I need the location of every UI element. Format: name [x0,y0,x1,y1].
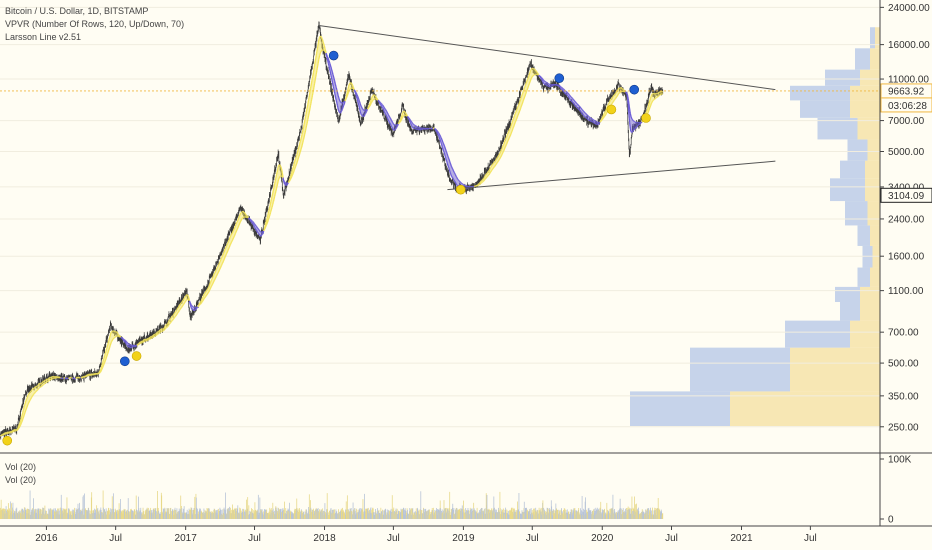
vpvr-down-bar [870,267,880,287]
vpvr-up-bar [870,27,875,49]
vpvr-down-bar [875,27,880,49]
vpvr-down-bar [857,117,880,140]
vpvr-up-bar [835,286,860,302]
vpvr-up-bar [857,225,870,246]
vpvr-up-bar [790,85,850,101]
vpvr-up-bar [785,320,850,348]
volume-profile [630,27,880,426]
vpvr-up-bar [630,391,730,426]
vpvr-up-bar [825,69,860,86]
vpvr-down-bar [870,225,880,246]
vpvr-up-bar [862,245,873,268]
vpvr-up-bar [857,267,870,287]
vpvr-up-bar [817,117,858,140]
vpvr-up-bar [840,160,865,179]
vpvr-down-bar [865,178,880,202]
vpvr-down-bar [870,48,880,70]
vpvr-up-bar [847,139,868,161]
candles [0,21,664,440]
vpvr-down-bar [790,347,880,392]
vpvr-up-bar [845,201,868,226]
vpvr-up-bar [690,347,790,392]
vpvr-down-bar [730,391,880,426]
vpvr-down-bar [850,100,880,118]
larsson-line [0,35,664,437]
vpvr-down-bar [860,286,880,302]
vpvr-down-bar [865,160,880,179]
vpvr-down-bar [850,320,880,348]
vpvr-down-bar [860,301,880,321]
vpvr-down-bar [872,245,880,268]
vpvr-up-bar [800,100,850,118]
vpvr-down-bar [867,201,880,226]
chart-grid [0,6,880,428]
vpvr-up-bar [830,178,865,202]
vpvr-up-bar [855,48,870,70]
vpvr-down-bar [850,85,880,101]
vpvr-down-bar [860,69,880,86]
vpvr-up-bar [840,301,860,321]
vpvr-down-bar [867,139,880,161]
